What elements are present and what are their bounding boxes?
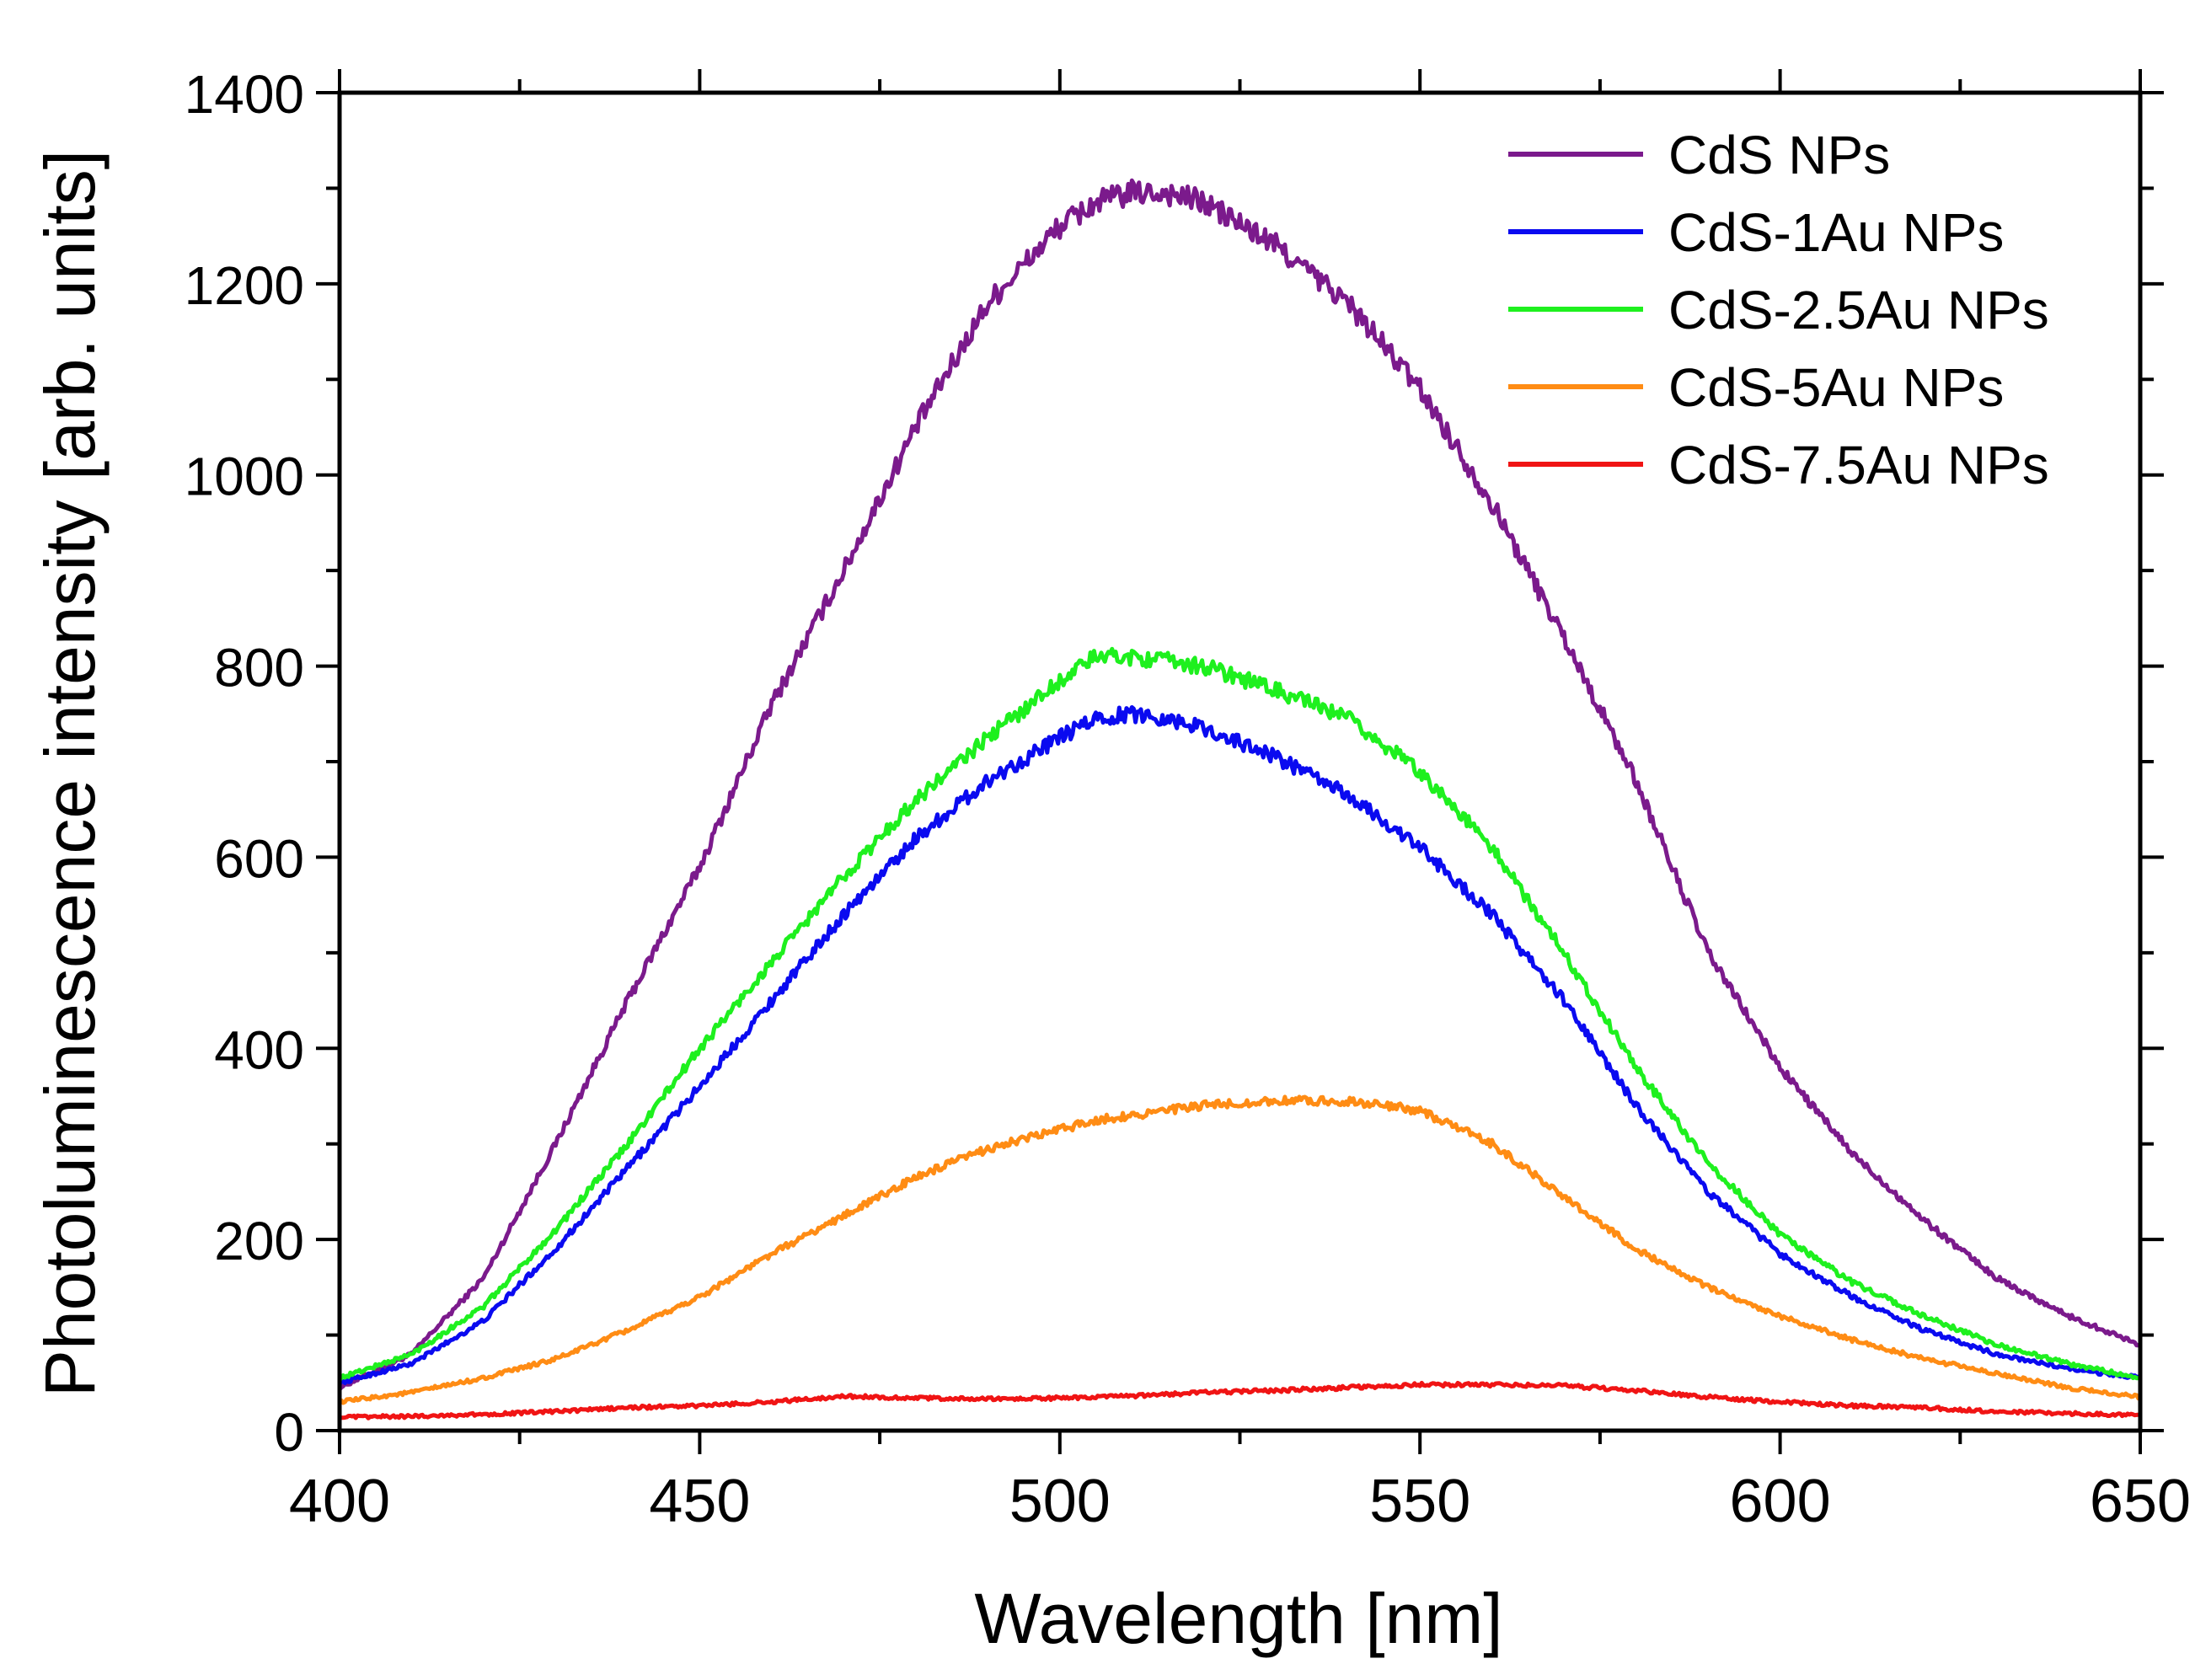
series-line-4 — [337, 1094, 2141, 1405]
series-layer — [337, 178, 2142, 1421]
x-tick-label: 450 — [649, 1468, 750, 1535]
series-line-2 — [337, 705, 2142, 1386]
y-tick-label: 1200 — [185, 255, 304, 316]
legend-label: CdS-7.5Au NPs — [1668, 435, 2049, 495]
x-axis-label: Wavelength [nm] — [974, 1579, 1502, 1658]
x-tick-label: 600 — [1730, 1468, 1831, 1535]
legend-label: CdS-5Au NPs — [1668, 357, 2004, 418]
x-tick-label: 550 — [1369, 1468, 1470, 1535]
x-tick-label: 400 — [289, 1468, 390, 1535]
axes-layer: 400 450 500 550 600 650 0 200 400 600 800 1000 1200 1… — [185, 64, 2191, 1535]
x-tick-label: 650 — [2090, 1468, 2191, 1535]
y-tick-label: 600 — [214, 828, 304, 889]
y-tick-label: 1000 — [185, 447, 304, 507]
legend-label: CdS NPs — [1668, 125, 1890, 185]
series-line-3 — [338, 646, 2142, 1382]
y-tick-label: 400 — [214, 1019, 304, 1080]
legend: CdS NPs CdS-1Au NPs CdS-2.5Au NPs CdS-5Au N… — [1508, 125, 2049, 495]
y-tick-label: 0 — [274, 1402, 304, 1463]
x-tick-label: 500 — [1009, 1468, 1111, 1535]
series-line-5 — [338, 1380, 2141, 1421]
y-tick-label: 1400 — [185, 64, 304, 125]
series-line-1 — [338, 178, 2142, 1391]
y-axis-label: Photoluminescence intensity [arb. units] — [30, 150, 110, 1397]
y-tick-label: 800 — [214, 638, 304, 698]
legend-label: CdS-1Au NPs — [1668, 202, 2004, 263]
y-tick-label: 200 — [214, 1211, 304, 1271]
legend-label: CdS-2.5Au NPs — [1668, 280, 2049, 340]
